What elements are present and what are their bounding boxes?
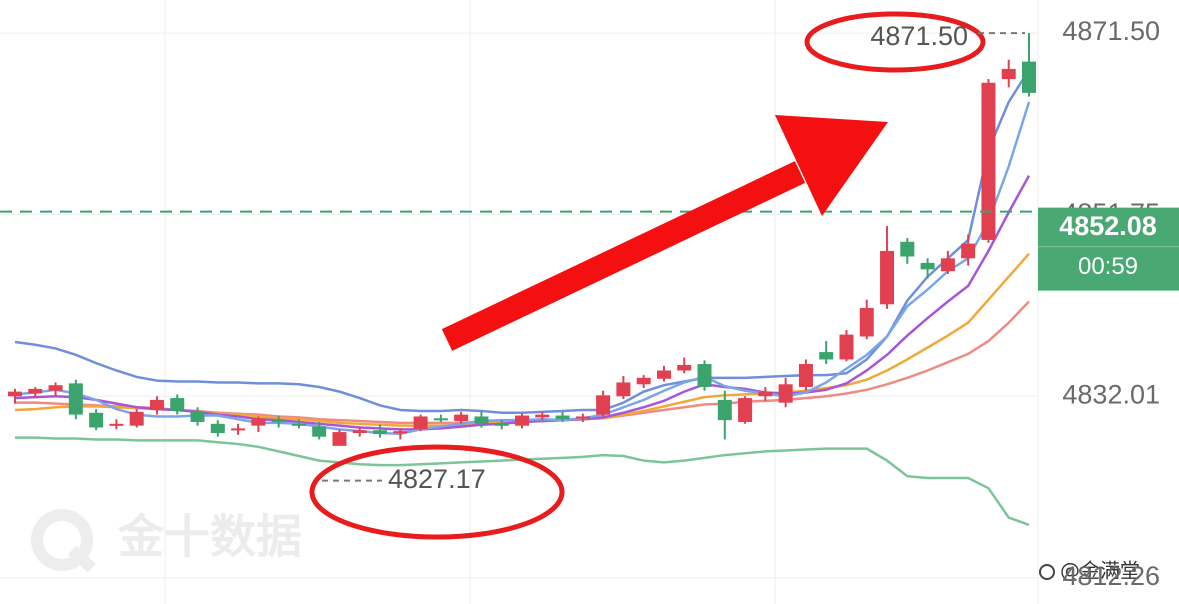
candle-body xyxy=(89,412,104,428)
candle-body xyxy=(109,423,124,426)
watermark-logo xyxy=(31,509,97,573)
candle-body xyxy=(433,418,448,421)
candle-body xyxy=(778,384,793,403)
candle-body xyxy=(170,398,185,411)
candle-body xyxy=(393,431,408,434)
candle-body xyxy=(352,430,367,434)
candle-body xyxy=(758,391,773,397)
candle-body xyxy=(738,398,753,422)
candle-body xyxy=(656,370,671,379)
candle-body xyxy=(312,426,327,437)
candle-body xyxy=(900,241,915,257)
last-price-label: 4852.08 xyxy=(1059,211,1157,241)
candle-body xyxy=(535,414,550,418)
watermark: 金十数据 xyxy=(117,510,302,564)
candle-body xyxy=(920,262,935,270)
candle-body xyxy=(515,415,529,426)
candle-body xyxy=(555,415,570,420)
candle-body xyxy=(697,364,712,388)
candle-body xyxy=(981,82,996,240)
candle-body xyxy=(231,428,246,431)
candle-body xyxy=(859,307,874,337)
candle-body xyxy=(494,423,509,426)
candle-body xyxy=(48,385,63,391)
candle-body xyxy=(636,377,651,385)
candle-body xyxy=(1001,68,1016,80)
credit: @金满堂 xyxy=(1060,559,1140,583)
candle-body xyxy=(271,420,286,423)
candle-body xyxy=(940,258,955,272)
candle-body xyxy=(373,430,388,434)
candle-body xyxy=(819,352,834,360)
candle-body xyxy=(190,411,205,422)
candle-body xyxy=(291,423,306,426)
countdown: 00:59 xyxy=(1078,253,1138,280)
indicator-line xyxy=(14,69,1031,415)
candle-body xyxy=(1022,61,1036,93)
candle-body xyxy=(474,416,489,424)
price-tag xyxy=(1038,207,1179,291)
candle-body xyxy=(677,364,692,371)
candle-body xyxy=(454,414,469,422)
indicator-line xyxy=(14,101,1031,436)
candle-body xyxy=(839,334,854,360)
candle-body xyxy=(332,432,347,446)
candle-body xyxy=(28,388,43,394)
y-tick-label: 4832.01 xyxy=(1062,379,1160,409)
candle-body xyxy=(717,399,732,421)
y-tick-label: 4871.50 xyxy=(1062,16,1160,46)
candle-body xyxy=(210,423,225,434)
candle-body xyxy=(616,382,631,397)
candle-body xyxy=(880,250,895,305)
low-label: 4827.17 xyxy=(388,464,486,494)
trend-arrow xyxy=(441,115,888,351)
candle-body xyxy=(8,391,22,397)
candle-body xyxy=(68,383,83,415)
candle-body xyxy=(149,399,164,411)
candle-body xyxy=(575,416,590,419)
plot xyxy=(0,32,1038,579)
candle-body xyxy=(413,416,428,430)
candle-body xyxy=(798,364,813,388)
high-label: 4871.50 xyxy=(870,21,968,51)
highlight-circle xyxy=(309,444,565,540)
candle-body xyxy=(596,395,611,415)
credit-icon xyxy=(1039,564,1055,580)
candle-body xyxy=(129,411,144,426)
y-tick-label: 4812.26 xyxy=(1062,561,1160,591)
candle-body xyxy=(961,243,976,259)
candle-body xyxy=(251,418,266,426)
highlight-circle xyxy=(804,11,986,73)
indicator-line xyxy=(14,252,1030,427)
